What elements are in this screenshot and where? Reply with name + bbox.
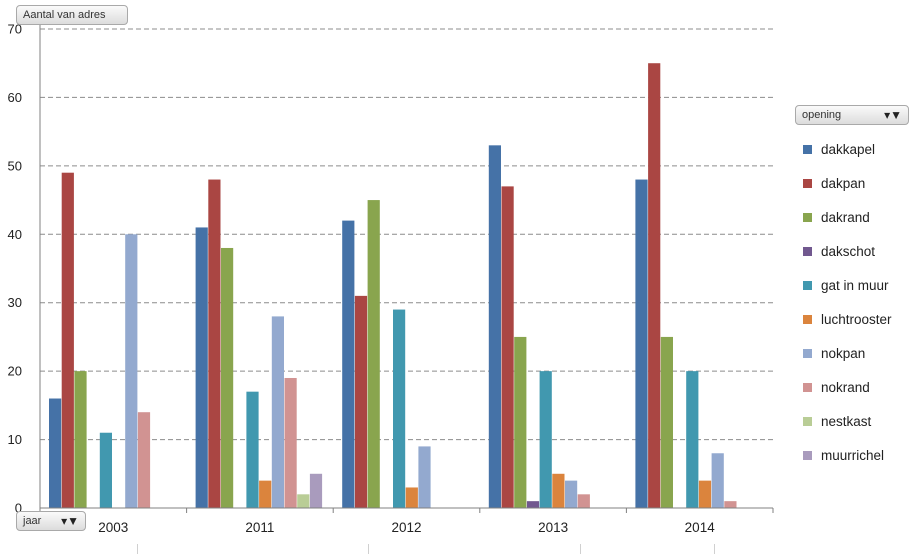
legend-item: nokpan <box>803 336 892 370</box>
y-tick-label: 60 <box>8 90 22 105</box>
axis-field-label: jaar <box>23 515 42 527</box>
legend-label: luchtrooster <box>821 311 892 327</box>
bar-dakpan-2012 <box>354 295 368 508</box>
x-axis-ticks: 2003 2011 2012 2013 2014 <box>98 520 715 535</box>
legend-item: luchtrooster <box>803 302 892 336</box>
bar-nokrand-2014 <box>724 501 737 508</box>
legend-label: muurrichel <box>821 447 885 463</box>
legend-item: nestkast <box>803 404 892 438</box>
legend-swatch <box>803 382 812 392</box>
bar-dakrand-2003 <box>74 371 87 508</box>
bar-nokpan-2003 <box>125 234 138 509</box>
bar-dakrand-2012 <box>367 200 380 509</box>
bar-nokpan-2011 <box>271 316 284 508</box>
legend-item: nokrand <box>803 370 892 404</box>
legend-field-label: opening <box>802 109 842 121</box>
legend-item: dakrand <box>803 200 892 234</box>
legend-swatch <box>803 246 812 256</box>
bar-luchtrooster-2013 <box>552 473 565 508</box>
bar-nestkast-2011 <box>297 494 310 508</box>
bottom-divider <box>137 544 138 554</box>
legend-swatch <box>803 416 812 426</box>
bar-dakrand-2014 <box>660 336 673 508</box>
x-tick-label: 2014 <box>685 520 716 535</box>
legend-label: dakpan <box>821 175 866 191</box>
y-tick-label: 40 <box>8 227 22 242</box>
legend-item: muurrichel <box>803 438 892 472</box>
legend-label: dakrand <box>821 209 870 225</box>
y-tick-label: 10 <box>8 432 22 447</box>
bar-dakkapel-2014 <box>635 179 648 509</box>
value-field-button[interactable]: Aantal van adres <box>16 5 128 25</box>
bar-dakrand-2013 <box>514 336 527 508</box>
legend-label: nestkast <box>821 413 872 429</box>
legend-swatch <box>803 144 812 154</box>
bar-dakpan-2014 <box>648 63 661 508</box>
bar-dakpan-2003 <box>61 172 74 508</box>
filter-icon[interactable]: ▾▼ <box>61 514 79 528</box>
bar-gat-in-muur-2013 <box>539 371 552 508</box>
bar-dakpan-2013 <box>501 186 514 508</box>
bar-dakschot-2013 <box>526 501 540 508</box>
bar-gat-in-muur-2012 <box>393 309 406 508</box>
x-tick-label: 2012 <box>391 520 421 535</box>
bar-nokpan-2013 <box>565 480 578 508</box>
y-tick-label: 0 <box>15 501 22 516</box>
legend-swatch <box>803 450 812 460</box>
bar-gat-in-muur-2014 <box>686 371 699 508</box>
bottom-divider <box>714 544 715 554</box>
legend-label: gat in muur <box>821 277 889 293</box>
axes <box>39 25 774 513</box>
legend-item: dakpan <box>803 166 892 200</box>
bar-dakrand-2011 <box>221 247 234 508</box>
bar-dakkapel-2003 <box>49 398 62 508</box>
bar-dakkapel-2011 <box>195 227 208 508</box>
bar-dakpan-2011 <box>208 179 221 509</box>
x-tick-label: 2011 <box>245 520 274 535</box>
bar-gat-in-muur-2003 <box>99 432 112 508</box>
legend-swatch <box>803 212 812 222</box>
bar-muurrichel-2011 <box>309 473 323 508</box>
y-axis-ticks: 0 10 20 30 40 50 60 70 <box>8 22 22 516</box>
bar-nokrand-2013 <box>577 494 590 508</box>
legend-label: dakkapel <box>821 141 876 157</box>
legend-swatch <box>803 314 812 324</box>
y-tick-label: 70 <box>8 22 22 37</box>
bar-luchtrooster-2014 <box>698 480 712 508</box>
bottom-divider <box>580 544 581 554</box>
legend-item: dakschot <box>803 234 892 268</box>
bar-nokpan-2014 <box>711 453 724 508</box>
bar-nokpan-2012 <box>418 446 431 508</box>
value-field-label: Aantal van adres <box>23 9 106 21</box>
legend-label: nokrand <box>821 379 870 395</box>
legend: dakkapel dakpan dakrand dakschot gat in muur… <box>803 132 892 472</box>
axis-field-button[interactable]: jaar ▾▼ <box>16 511 86 531</box>
y-tick-label: 30 <box>8 295 22 310</box>
filter-icon[interactable]: ▾▼ <box>884 108 902 122</box>
bar-dakkapel-2013 <box>488 145 501 509</box>
legend-swatch <box>803 178 812 188</box>
legend-item: dakkapel <box>803 132 892 166</box>
x-tick-label: 2003 <box>98 520 128 535</box>
bottom-divider <box>368 544 369 554</box>
y-tick-label: 20 <box>8 364 22 379</box>
legend-label: nokpan <box>821 345 866 361</box>
legend-label: dakschot <box>821 243 876 259</box>
legend-swatch <box>803 280 812 290</box>
bar-luchtrooster-2011 <box>259 480 272 508</box>
bar-dakkapel-2012 <box>342 220 355 508</box>
legend-field-button[interactable]: opening ▾▼ <box>795 105 909 125</box>
bars <box>49 63 737 509</box>
bar-luchtrooster-2012 <box>405 487 418 508</box>
bar-nokrand-2011 <box>284 377 297 508</box>
x-tick-label: 2013 <box>538 520 568 535</box>
bar-gat-in-muur-2011 <box>246 391 259 508</box>
bar-nokrand-2003 <box>137 412 151 508</box>
legend-item: gat in muur <box>803 268 892 302</box>
y-tick-label: 50 <box>8 158 22 173</box>
legend-swatch <box>803 348 812 358</box>
